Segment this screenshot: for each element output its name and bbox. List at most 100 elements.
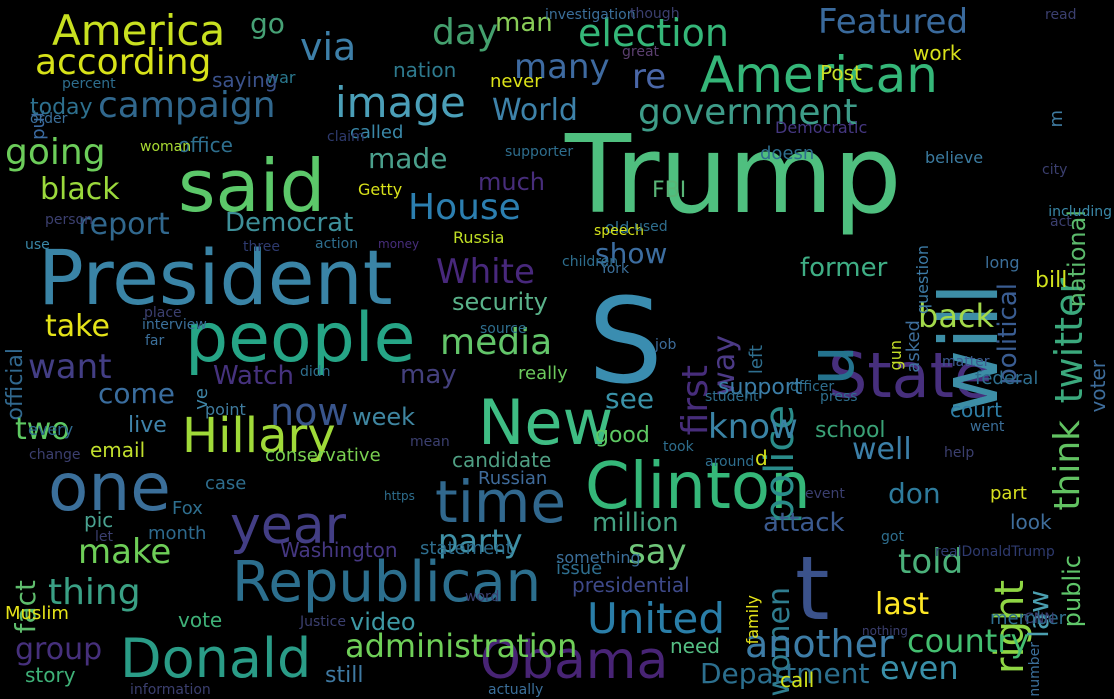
word-good: good: [595, 423, 650, 448]
word-work: work: [913, 41, 962, 65]
word-fbi: FBI: [652, 178, 687, 203]
word-official: official: [3, 348, 28, 421]
word-look: look: [1010, 510, 1052, 534]
word-said: said: [178, 144, 326, 228]
word-case: case: [205, 473, 247, 494]
word-call: call: [780, 668, 815, 692]
word-long: long: [985, 253, 1020, 272]
word-place: place: [144, 305, 182, 321]
word-money: money: [378, 237, 420, 251]
word-supporter: supporter: [505, 144, 574, 160]
word-let: let: [95, 529, 113, 545]
word-family: family: [743, 595, 762, 645]
word-obama: Obama: [480, 631, 669, 691]
word-even: even: [880, 649, 959, 687]
word-mean: mean: [410, 434, 450, 450]
word-getty: Getty: [358, 180, 403, 199]
word-take: take: [45, 309, 110, 344]
word-need: need: [670, 634, 720, 658]
word-government: government: [638, 92, 858, 133]
word-claim: claim: [327, 129, 365, 145]
word-made: made: [368, 142, 448, 175]
word-percent: percent: [62, 76, 116, 92]
word-russian: Russian: [478, 468, 548, 489]
word-america: America: [52, 6, 226, 55]
word-city: city: [1042, 162, 1068, 178]
word-election: election: [578, 11, 729, 55]
word-pic: pic: [84, 508, 114, 532]
word-children: children: [562, 254, 619, 270]
word-woman: woman: [140, 139, 192, 155]
word-today: today: [30, 95, 93, 120]
word-word: word: [465, 589, 500, 605]
word-went: went: [970, 419, 1005, 435]
word-attack: attack: [763, 508, 845, 538]
word-issue: issue: [556, 558, 603, 579]
word-say: say: [628, 532, 687, 572]
word-t: t: [795, 537, 830, 640]
word-come: come: [98, 377, 176, 410]
word-candidate: candidate: [452, 448, 552, 472]
word-week: week: [352, 403, 416, 431]
word-every: every: [28, 420, 74, 439]
word-person: person: [45, 212, 93, 228]
word-much: much: [478, 168, 545, 196]
word-well: well: [852, 432, 912, 467]
word-order: order: [30, 111, 68, 127]
word-m: m: [1046, 110, 1067, 128]
word-member: member: [990, 608, 1067, 629]
word-united: United: [587, 594, 725, 643]
word-one: one: [48, 449, 171, 526]
word-officer: officer: [790, 379, 835, 395]
word-house: House: [408, 187, 521, 228]
word-video: video: [350, 608, 416, 636]
word-called: called: [350, 122, 404, 143]
word-really: really: [518, 363, 568, 384]
word-ve: ve: [191, 388, 212, 410]
word-media: media: [440, 322, 553, 363]
word-information: information: [130, 682, 211, 698]
word-featured: Featured: [818, 2, 969, 42]
word-report: report: [78, 207, 170, 242]
word-according: according: [35, 42, 212, 83]
word-group: group: [15, 632, 103, 667]
word-though: though: [630, 6, 680, 22]
word-office: office: [178, 133, 233, 157]
word-change: change: [29, 447, 81, 463]
word-go: go: [250, 7, 285, 40]
word-help: help: [944, 445, 975, 461]
word-never: never: [490, 71, 542, 92]
word-statement: statement: [420, 538, 513, 559]
word-presidential: presidential: [572, 573, 690, 597]
word-time: time: [435, 468, 567, 536]
word-new: New: [478, 386, 614, 459]
word-donald: Donald: [120, 627, 312, 690]
word-white: White: [436, 252, 535, 292]
word-another: another: [745, 622, 894, 666]
word-state: State: [828, 339, 993, 412]
word-something: something: [556, 548, 641, 567]
word-republican: Republican: [232, 550, 542, 615]
word-around: around: [705, 454, 755, 470]
word-saying: saying: [212, 68, 278, 92]
word-washington: Washington: [280, 538, 398, 562]
word-democratic: Democratic: [775, 118, 868, 137]
word-got: got: [881, 529, 904, 545]
word-day: day: [432, 12, 499, 53]
word-court: court: [950, 398, 1002, 422]
word-black: black: [40, 172, 120, 207]
word-gun: gun: [886, 340, 905, 371]
word-believe: believe: [925, 148, 984, 167]
word-nothing: nothing: [862, 624, 908, 638]
word-far: far: [145, 333, 165, 349]
word-job: job: [655, 337, 677, 353]
word-former: former: [800, 253, 888, 283]
word-part: part: [990, 483, 1027, 504]
word-via: via: [300, 25, 357, 69]
word-event: event: [805, 486, 845, 502]
word-democrat: Democrat: [225, 208, 354, 238]
word-still: still: [325, 663, 364, 688]
word-muslim: Muslim: [5, 603, 69, 624]
word-live: live: [128, 413, 167, 438]
